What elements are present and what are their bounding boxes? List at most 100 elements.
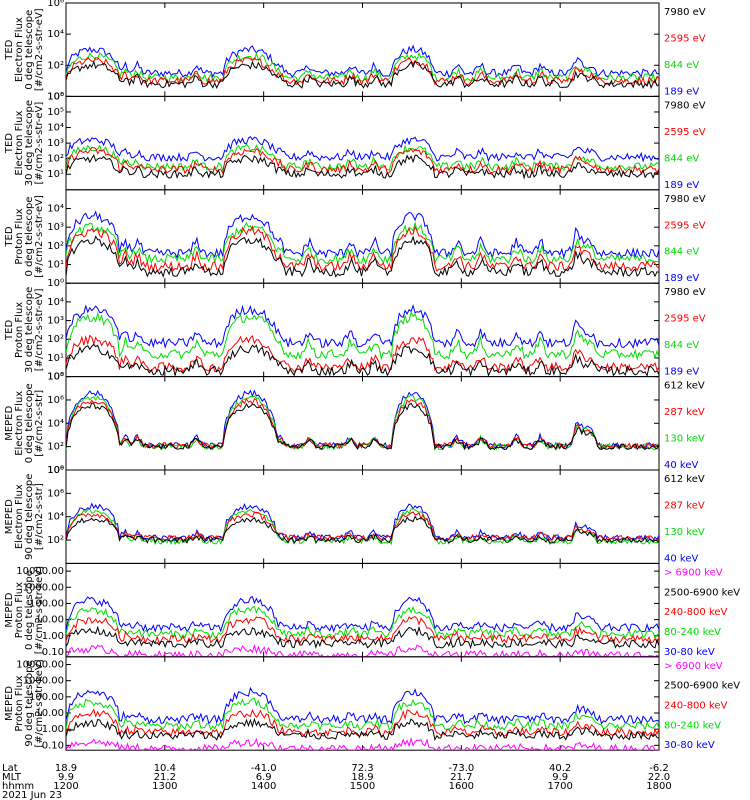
series-line [66, 717, 659, 742]
panel-ylabel-line: [#/cm2-s-str-eV] [34, 288, 45, 371]
x-tick-label-hhmm: 1700 [547, 781, 572, 792]
y-tick-label: 10⁴ [47, 297, 64, 308]
series-line [66, 605, 659, 641]
legend-entry: 7980 eV [664, 100, 706, 111]
panel-frame [65, 282, 660, 378]
x-tick-label-hhmm: 1400 [251, 781, 276, 792]
x-tick-label-hhmm: 1600 [449, 781, 474, 792]
series-line [66, 394, 659, 452]
panel-ylabel-line: [#/cm2-s-str] [34, 483, 45, 550]
legend-entry: 130 keV [664, 527, 705, 538]
y-tick-label: 10⁸ [47, 372, 64, 383]
series-line [66, 225, 659, 273]
panel-ylabel-line: TED [4, 133, 15, 154]
y-tick-label: 10⁶ [47, 91, 64, 102]
y-tick-label: 10⁰ [47, 465, 64, 476]
legend-entry: 189 eV [664, 367, 699, 378]
panel-8: 0.101.0010.00100.001000.0010000.00MEPEDP… [4, 656, 740, 751]
legend-entry: 80-240 keV [664, 720, 721, 731]
y-tick-label: 0.10 [42, 647, 64, 658]
panel-frame [65, 376, 660, 471]
y-tick-label: 100.00 [29, 598, 64, 609]
y-tick-label: 1.00 [42, 631, 64, 642]
series-line [66, 686, 659, 726]
x-tick-label-mlt: 22.0 [648, 772, 670, 783]
y-tick-label: 10² [47, 241, 64, 252]
y-tick-label: 10⁴ [47, 418, 64, 429]
x-tick-label-mlt: 9.9 [58, 772, 74, 783]
y-tick-label: 10⁴ [47, 203, 64, 214]
series-line [66, 397, 659, 450]
panel-ylabel-line: 90 deg telescope [24, 660, 35, 746]
legend-entry: 40 keV [664, 553, 698, 564]
panel-7: 0.101.0010.00100.001000.0010000.00MEPEDP… [4, 562, 740, 658]
legend-entry: 7980 eV [664, 194, 706, 205]
legend-entry: 7980 eV [664, 7, 706, 18]
panel-ylabel-line: [#/cm2-s-str-eV] [34, 102, 45, 185]
panel-frame [65, 469, 660, 564]
legend-entry: > 6900 keV [664, 567, 723, 578]
x-tick-label-lat: 72.3 [351, 763, 373, 774]
panel-ylabel: TEDElectron Flux30 deg telescope[#/cm2-s… [4, 100, 45, 186]
panel-ylabel-line: MEPED [4, 499, 15, 534]
panel-ylabel-line: Electron Flux [14, 484, 25, 549]
y-tick-label: 0.10 [42, 740, 64, 751]
panel-ylabel-line: Electron Flux [14, 391, 25, 456]
legend-entry: 240-800 keV [664, 607, 728, 618]
x-tick-label-hhmm: 1800 [646, 781, 671, 792]
y-tick-label: 10¹ [47, 169, 64, 180]
legend-entry: 844 eV [664, 247, 699, 258]
panel-ylabel-line: MEPED [4, 592, 15, 627]
legend-entry: 30-80 keV [664, 740, 715, 751]
panel-ylabel: TEDProton Flux0 deg telescope[#/cm2-s-st… [4, 195, 45, 278]
y-tick-label: 10³ [47, 316, 64, 327]
legend-entry: 2595 eV [664, 33, 706, 44]
y-tick-label: 1000.00 [23, 676, 64, 687]
panel-ylabel-line: TED [4, 320, 15, 341]
x-tick-label-hhmm: 1300 [152, 781, 177, 792]
series-group [66, 304, 659, 377]
panel-ylabel-line: TED [4, 226, 15, 247]
y-tick-label: 10000.00 [16, 660, 64, 671]
legend-entry: 844 eV [664, 153, 699, 164]
series-line [66, 60, 659, 90]
series-line [66, 389, 659, 450]
y-tick-label: 10¹ [47, 260, 64, 271]
panel-frame [65, 95, 660, 191]
series-group [66, 44, 659, 90]
series-group [66, 210, 659, 278]
legend-entry: > 6900 keV [664, 661, 723, 672]
series-line [66, 136, 659, 163]
y-tick-label: 10⁰ [47, 372, 64, 383]
y-tick-label: 10² [47, 535, 64, 546]
date-label: 2021 Jun 23 [2, 790, 62, 800]
x-tick-label-lat: -6.2 [649, 763, 669, 774]
panel-ylabel: TEDElectron Flux0 deg telescope[#/cm2-s-… [4, 8, 45, 91]
series-line [66, 220, 659, 266]
y-tick-label: 10⁰ [47, 91, 64, 102]
panel-ylabel-line: 0 deg telescope [24, 570, 35, 650]
panel-ylabel-line: 30 deg telescope [24, 100, 35, 186]
series-line [66, 146, 659, 175]
y-tick-label: 10⁶ [47, 488, 64, 499]
panel-ylabel: MEPEDElectron Flux90 deg telescope[#/cm2… [4, 474, 45, 560]
mlt-axis-label: MLT [2, 772, 22, 783]
panel-ylabel: MEPEDElectron Flux0 deg telescope[#/cm2-… [4, 383, 45, 463]
y-tick-label: 10⁴ [47, 123, 64, 134]
panel-ylabel-line: Proton Flux [14, 302, 25, 358]
y-tick-label: 100.00 [29, 692, 64, 703]
y-tick-label: 10⁸ [47, 465, 64, 476]
x-tick-label-lat: 10.4 [154, 763, 176, 774]
legend-entry: 612 keV [664, 381, 705, 392]
x-tick-label-mlt: 21.2 [154, 772, 176, 783]
x-tick-label-mlt: 18.9 [351, 772, 373, 783]
panel-ylabel-line: 0 deg telescope [24, 197, 35, 277]
y-tick-label: 1.00 [42, 724, 64, 735]
x-tick-label-hhmm: 1500 [350, 781, 375, 792]
